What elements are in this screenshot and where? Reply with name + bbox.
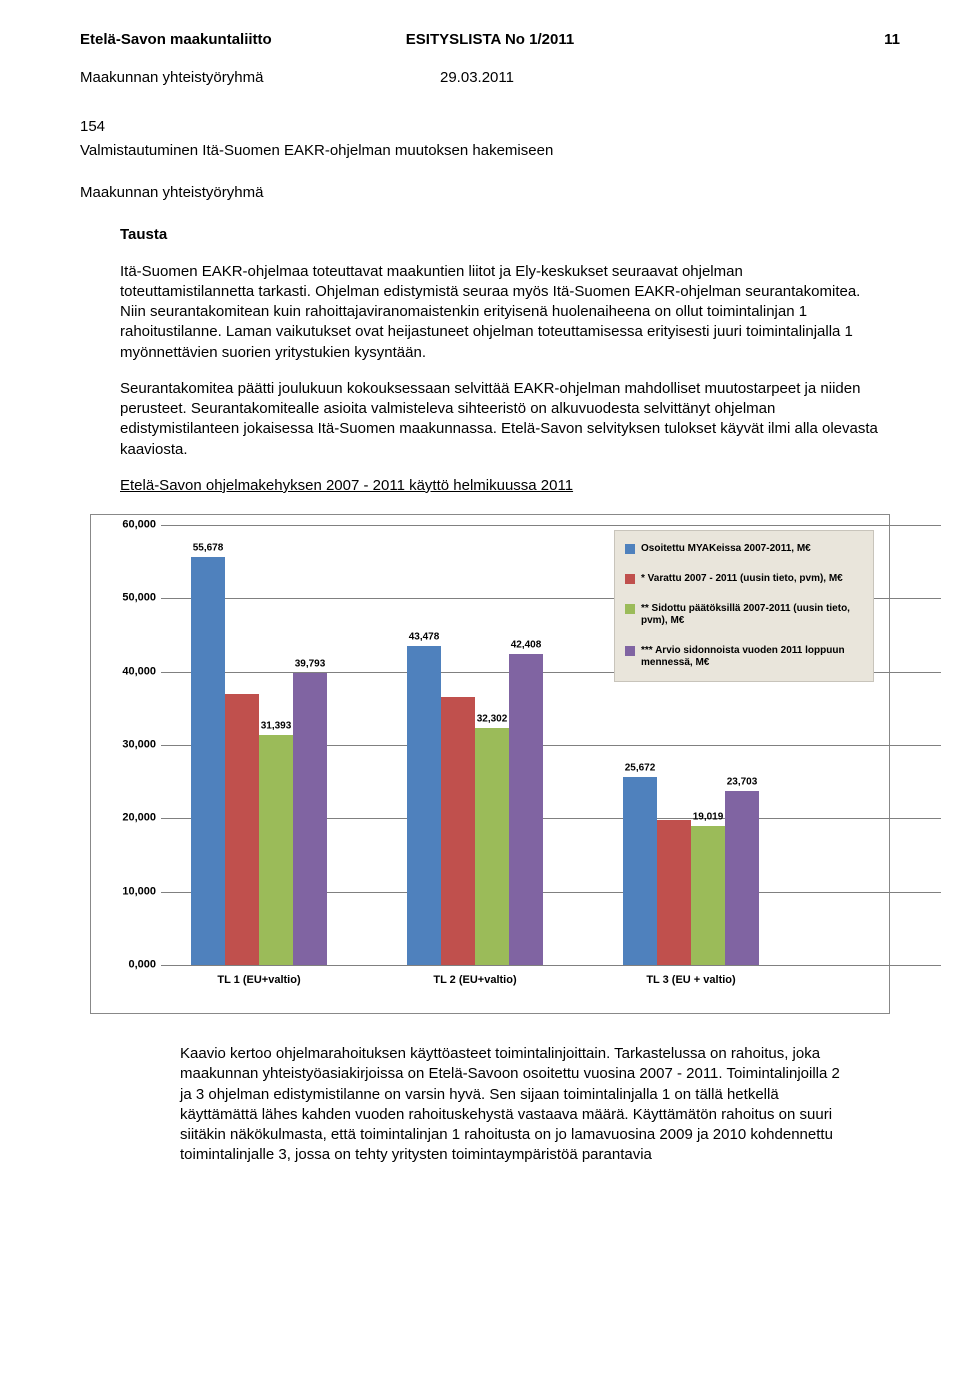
- chart-bar-label: 23,703: [727, 776, 758, 790]
- chart-bar-label: 43,478: [409, 631, 440, 645]
- chart-legend-label: ** Sidottu päätöksillä 2007-2011 (uusin …: [641, 603, 863, 627]
- chart-bar: [441, 697, 475, 965]
- chart-bar-label: 19,019: [693, 810, 724, 824]
- agenda-subgroup: Maakunnan yhteistyöryhmä: [80, 183, 900, 203]
- chart-bar: [191, 557, 225, 965]
- chart-y-tick-label: 10,000: [101, 884, 156, 899]
- chart-gridline: [161, 965, 941, 966]
- bar-chart: 0,000 10,000 20,000 30,000 40,000 50,000 60,00…: [90, 514, 890, 1014]
- header-page-number: 11: [627, 30, 900, 50]
- chart-legend-item: Osoitettu MYAKeissa 2007-2011, M€: [625, 543, 863, 555]
- agenda-number: 154: [80, 117, 900, 137]
- chart-x-tick-label: TL 2 (EU+valtio): [395, 973, 555, 988]
- chart-legend-item: *** Arvio sidonnoista vuoden 2011 loppuu…: [625, 645, 863, 669]
- chart-bar: [225, 694, 259, 965]
- chart-y-tick-label: 20,000: [101, 811, 156, 826]
- document-page: Etelä-Savon maakuntaliitto ESITYSLISTA N…: [0, 0, 960, 1196]
- chart-bar: [293, 673, 327, 965]
- paragraph-footer: Kaavio kertoo ohjelmarahoituksen käyttöa…: [180, 1044, 850, 1166]
- page-header: Etelä-Savon maakuntaliitto ESITYSLISTA N…: [80, 30, 900, 50]
- chart-bar: [407, 646, 441, 965]
- chart-bar-label: 39,793: [295, 658, 326, 672]
- chart-y-tick-label: 0,000: [101, 958, 156, 973]
- chart-bar-label: 42,408: [511, 639, 542, 653]
- chart-bar: [259, 735, 293, 965]
- chart-bar: [691, 826, 725, 965]
- chart-legend-swatch: [625, 574, 635, 584]
- chart-bar-label: 25,672: [625, 761, 656, 775]
- chart-legend-label: *** Arvio sidonnoista vuoden 2011 loppuu…: [641, 645, 863, 669]
- chart-bar: [509, 654, 543, 965]
- chart-y-tick-label: 60,000: [101, 518, 156, 533]
- chart-legend-swatch: [625, 544, 635, 554]
- paragraph-1: Itä-Suomen EAKR-ohjelmaa toteuttavat maa…: [120, 262, 880, 363]
- chart-legend-item: ** Sidottu päätöksillä 2007-2011 (uusin …: [625, 603, 863, 627]
- chart-legend-label: * Varattu 2007 - 2011 (uusin tieto, pvm)…: [641, 573, 863, 585]
- chart-bar: [475, 728, 509, 965]
- chart-gridline: [161, 525, 941, 526]
- chart-bar: [623, 777, 657, 965]
- chart-y-tick-label: 40,000: [101, 664, 156, 679]
- chart-bar-label: 31,393: [261, 719, 292, 733]
- chart-y-tick-label: 30,000: [101, 738, 156, 753]
- chart-x-tick-label: TL 1 (EU+valtio): [179, 973, 339, 988]
- section-heading-tausta: Tausta: [120, 225, 880, 245]
- meta-group: Maakunnan yhteistyöryhmä: [80, 68, 440, 88]
- chart-legend-item: * Varattu 2007 - 2011 (uusin tieto, pvm)…: [625, 573, 863, 585]
- agenda-title: Valmistautuminen Itä-Suomen EAKR-ohjelma…: [80, 141, 900, 161]
- chart-bar-label: 32,302: [477, 713, 508, 727]
- chart-legend-label: Osoitettu MYAKeissa 2007-2011, M€: [641, 543, 863, 555]
- chart-x-tick-label: TL 3 (EU + valtio): [611, 973, 771, 988]
- chart-legend: Osoitettu MYAKeissa 2007-2011, M€ * Varat…: [614, 530, 874, 682]
- chart-y-tick-label: 50,000: [101, 591, 156, 606]
- chart-bar: [725, 791, 759, 965]
- chart-caption: Etelä-Savon ohjelmakehyksen 2007 - 2011 …: [120, 476, 900, 496]
- chart-bar-label: 55,678: [193, 541, 224, 555]
- chart-legend-swatch: [625, 646, 635, 656]
- chart-legend-swatch: [625, 604, 635, 614]
- header-doc-id: ESITYSLISTA No 1/2011: [353, 30, 626, 50]
- header-org: Etelä-Savon maakuntaliitto: [80, 30, 353, 50]
- meta-date: 29.03.2011: [440, 68, 514, 88]
- paragraph-2: Seurantakomitea päätti joulukuun kokouks…: [120, 379, 880, 460]
- body-text: Tausta Itä-Suomen EAKR-ohjelmaa toteutta…: [120, 225, 880, 460]
- chart-bar: [657, 820, 691, 965]
- meta-row: Maakunnan yhteistyöryhmä 29.03.2011: [80, 68, 900, 88]
